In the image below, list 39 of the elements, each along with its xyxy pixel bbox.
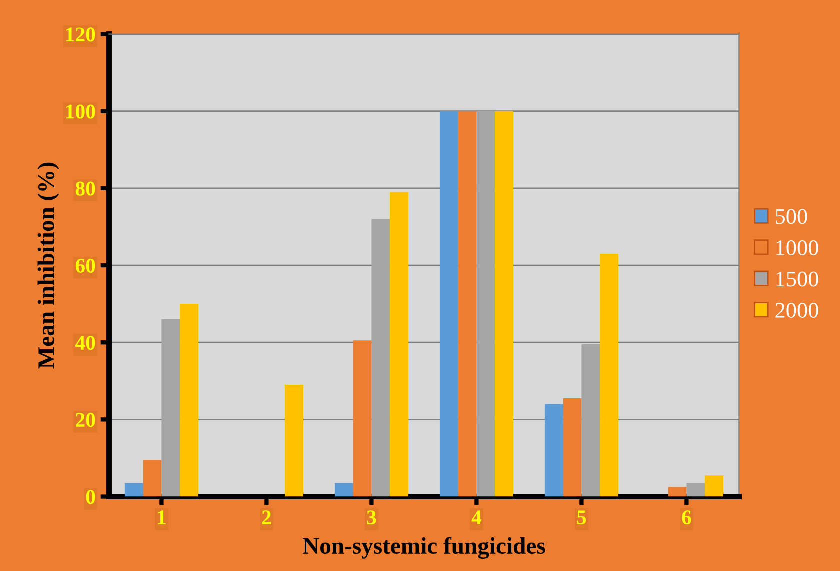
bar bbox=[544, 404, 564, 497]
legend-label: 2000 bbox=[776, 302, 818, 318]
legend-label: 1000 bbox=[776, 240, 818, 256]
bar bbox=[285, 384, 304, 497]
x-tick-label: 2 bbox=[262, 510, 272, 524]
bar bbox=[668, 487, 687, 497]
bar bbox=[372, 219, 390, 497]
y-tick-label: 20 bbox=[76, 413, 96, 428]
y-tick-label: 100 bbox=[66, 104, 96, 119]
y-tick-label: 120 bbox=[66, 28, 96, 42]
bar bbox=[563, 398, 582, 497]
bar bbox=[458, 111, 477, 497]
y-tick-label: 0 bbox=[86, 490, 96, 504]
bar bbox=[334, 483, 354, 497]
bar bbox=[476, 111, 496, 497]
y-tick-label: 60 bbox=[76, 258, 96, 273]
bar bbox=[353, 340, 372, 497]
x-tick-label: 5 bbox=[577, 510, 586, 525]
bar bbox=[600, 254, 618, 497]
y-axis-title: Mean inhibition (%) bbox=[38, 162, 60, 369]
x-tick-label: 1 bbox=[158, 510, 166, 524]
legend-label: 500 bbox=[776, 209, 808, 224]
x-tick-label: 4 bbox=[472, 510, 482, 524]
bar bbox=[143, 460, 162, 497]
bar bbox=[440, 111, 458, 497]
bar bbox=[124, 483, 144, 497]
x-tick-label: 6 bbox=[682, 510, 692, 525]
bar bbox=[582, 344, 600, 497]
bar bbox=[162, 319, 180, 497]
x-axis-title: Non-systemic fungicides bbox=[302, 537, 546, 560]
bar bbox=[686, 483, 706, 497]
x-tick-label: 3 bbox=[367, 510, 376, 525]
bar bbox=[705, 476, 724, 497]
bar bbox=[390, 192, 408, 497]
y-tick-label: 40 bbox=[75, 336, 96, 350]
bar bbox=[495, 111, 514, 497]
legend-label: 1500 bbox=[776, 272, 818, 287]
y-tick-label: 80 bbox=[76, 182, 96, 196]
bar bbox=[180, 304, 198, 497]
